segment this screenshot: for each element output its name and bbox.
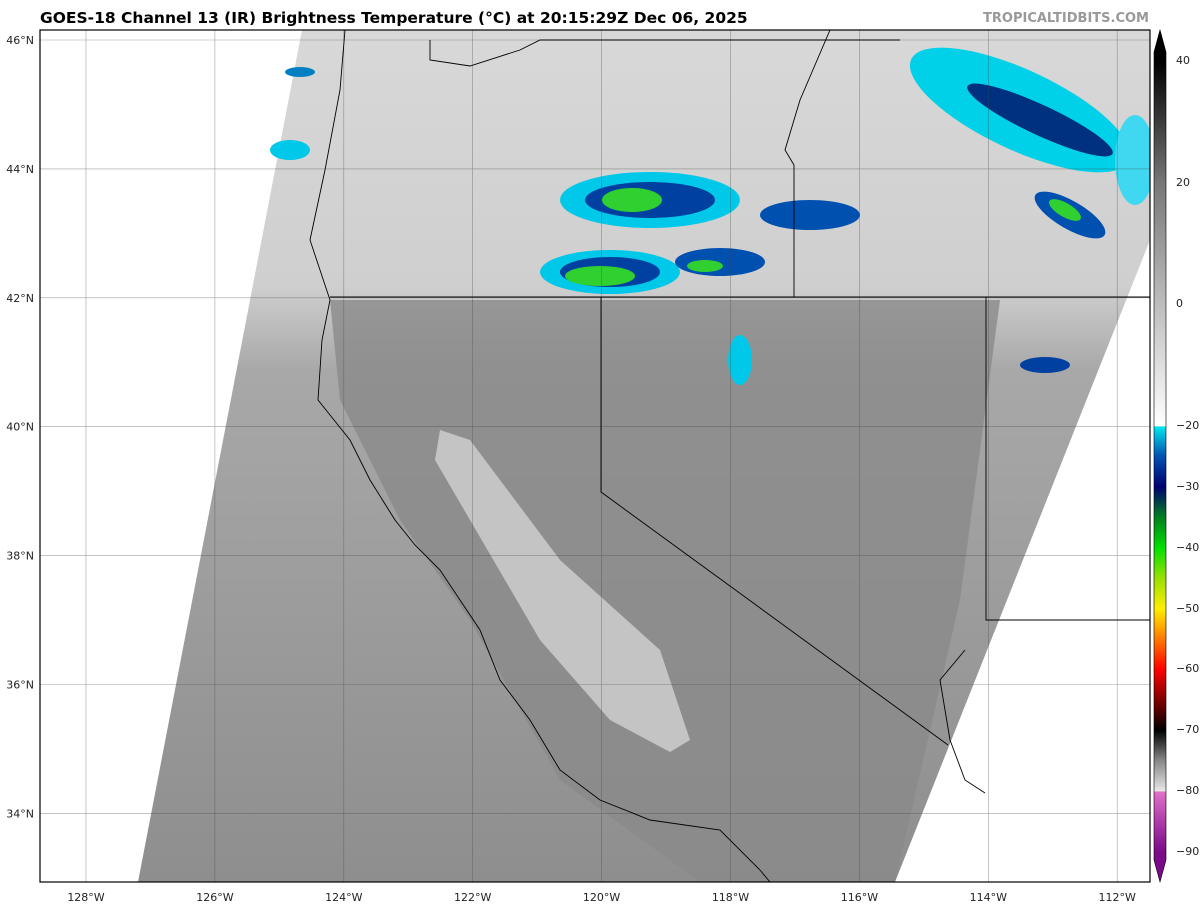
national-border	[429, 39, 900, 67]
longitude-label: 126°W	[196, 891, 233, 904]
longitude-label: 128°W	[67, 891, 104, 904]
coastline	[309, 30, 771, 882]
colorbar-tick-label: 20	[1176, 175, 1190, 189]
colorbar-tick-label: 40	[1176, 54, 1190, 67]
colorbar	[1153, 28, 1167, 884]
colorado-river	[939, 649, 986, 794]
longitude-label: 120°W	[583, 891, 620, 904]
cloud-tops	[270, 47, 1150, 385]
state-border-nv-ut	[985, 297, 1150, 621]
colorbar-tick-label: −70	[1176, 723, 1200, 737]
longitude-label: 124°W	[325, 891, 362, 904]
colorbar-tick-label: −40	[1176, 540, 1200, 554]
latitude-label: 46°N	[6, 34, 34, 47]
colorbar-tick-label: −90	[1176, 845, 1200, 858]
colorbar-bar	[1153, 28, 1167, 884]
central-valley	[435, 430, 690, 752]
colorbar-tick-label: −30	[1176, 479, 1200, 493]
latitude-label: 40°N	[6, 421, 34, 434]
colorbar-tick-label: 0	[1176, 297, 1183, 311]
longitude-label: 112°W	[1099, 891, 1136, 904]
state-border-wa-or-id	[784, 30, 831, 166]
longitude-label: 122°W	[454, 891, 491, 904]
map-title: GOES-18 Channel 13 (IR) Brightness Tempe…	[40, 9, 748, 27]
borders	[309, 30, 1150, 882]
state-border-ca-nv	[600, 297, 949, 746]
credit-watermark: TROPICALTIDBITS.COM	[983, 11, 1149, 26]
longitude-label: 114°W	[970, 891, 1007, 904]
colorbar-tick-label: −80	[1176, 784, 1200, 798]
colorbar-tick-label: −20	[1176, 419, 1200, 433]
colorbar-tick-label: −60	[1176, 662, 1200, 676]
latitude-label: 42°N	[6, 292, 34, 305]
latitude-label: 44°N	[6, 163, 34, 176]
latitude-label: 38°N	[6, 550, 34, 563]
longitude-label: 116°W	[841, 891, 878, 904]
plot-frame	[39, 29, 1151, 883]
colorbar-tick-label: −50	[1176, 601, 1200, 615]
longitude-labels: 128°W 126°W 124°W 122°W 120°W 118°W 116°W 114°W…	[67, 891, 1136, 904]
longitude-label: 118°W	[712, 891, 749, 904]
gridlines	[40, 30, 1150, 882]
land-dark-region	[330, 300, 1000, 882]
latitude-label: 36°N	[6, 679, 34, 692]
latitude-label: 34°N	[6, 807, 34, 820]
latitude-labels: 46°N 44°N 42°N 40°N 38°N 36°N 34°N	[6, 34, 34, 820]
